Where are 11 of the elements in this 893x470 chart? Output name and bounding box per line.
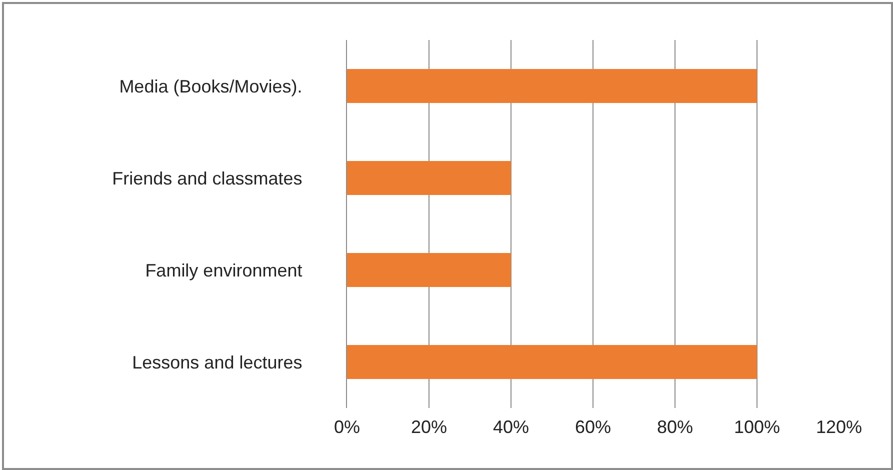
x-tick-label: 40%: [492, 417, 530, 437]
y-tick-label: Lessons and lectures: [132, 352, 302, 372]
x-tick-label: 120%: [816, 417, 862, 437]
x-tick-label: 20%: [410, 417, 448, 437]
y-tick-label: Family environment: [145, 260, 302, 280]
x-tick-label: 60%: [574, 417, 612, 437]
x-tick-label: 80%: [656, 417, 694, 437]
x-tick-label: 100%: [734, 417, 780, 437]
y-tick-label: Media (Books/Movies).: [119, 76, 302, 96]
x-tick-label: 0%: [334, 417, 360, 437]
y-tick-label: Friends and classmates: [112, 168, 302, 188]
